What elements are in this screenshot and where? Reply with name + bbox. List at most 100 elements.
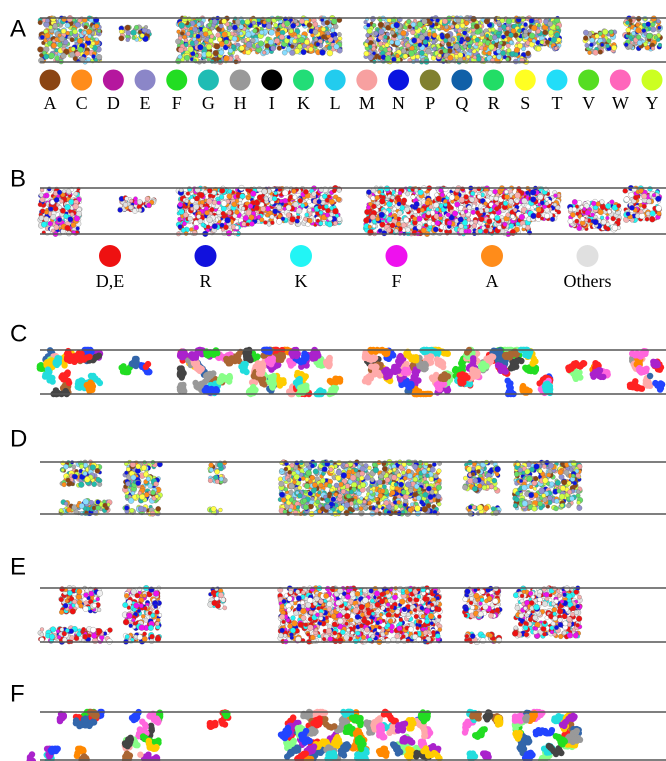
particle: [198, 44, 204, 50]
particle: [607, 210, 611, 214]
particle: [460, 211, 464, 215]
particle: [192, 27, 197, 32]
particle: [499, 41, 503, 45]
particle: [533, 205, 537, 209]
particle: [232, 36, 237, 41]
particle: [38, 202, 42, 206]
particle: [286, 213, 291, 218]
particle: [367, 28, 373, 34]
particle: [283, 207, 287, 211]
particle: [126, 38, 130, 42]
particle: [544, 213, 549, 218]
particle: [51, 229, 55, 233]
particle: [372, 47, 376, 51]
particle: [580, 217, 585, 222]
particle: [408, 50, 414, 56]
particle: [403, 54, 408, 59]
particle: [327, 195, 331, 199]
particle: [508, 199, 513, 204]
particle: [291, 23, 296, 28]
particle: [246, 223, 250, 227]
particle: [262, 51, 266, 55]
particle: [632, 31, 636, 35]
particle: [444, 25, 448, 29]
legend-swatch: [481, 245, 503, 267]
particle: [459, 197, 465, 203]
particle: [610, 200, 614, 204]
particle: [486, 225, 490, 229]
particle: [432, 33, 437, 38]
legend-label: I: [269, 93, 275, 113]
legend-label: F: [172, 93, 182, 113]
particle: [197, 215, 201, 219]
particle: [61, 373, 67, 379]
legend-swatch: [577, 245, 599, 267]
particle: [415, 55, 419, 59]
particle: [421, 29, 425, 33]
particle: [305, 213, 309, 217]
particle: [293, 195, 298, 200]
particle: [391, 196, 395, 200]
particle: [228, 48, 233, 53]
particle: [457, 29, 461, 33]
particle: [125, 25, 131, 31]
particle: [418, 190, 424, 196]
particle: [235, 210, 240, 215]
particle: [435, 22, 439, 26]
particle: [243, 215, 249, 221]
particle: [190, 198, 195, 203]
particle: [274, 38, 280, 44]
particle: [125, 197, 129, 201]
particle: [529, 33, 535, 39]
particle: [327, 46, 331, 50]
particle: [40, 35, 44, 39]
particle: [239, 46, 244, 51]
legend-label: F: [391, 271, 401, 291]
particle: [283, 198, 288, 203]
particle: [487, 51, 491, 55]
particle: [137, 199, 142, 204]
particle: [395, 54, 399, 58]
particle: [419, 50, 424, 55]
particle: [49, 53, 55, 59]
particle: [403, 217, 409, 223]
panel-label: A: [10, 15, 26, 42]
particle: [515, 199, 519, 203]
particle: [379, 18, 383, 22]
particle: [529, 18, 534, 23]
particle: [514, 47, 520, 53]
particle: [219, 24, 223, 28]
particle: [371, 196, 376, 201]
particle: [145, 196, 150, 201]
particle: [450, 206, 454, 210]
particle: [303, 217, 307, 221]
particle: [221, 211, 226, 216]
particle: [589, 43, 593, 47]
particle: [270, 221, 274, 225]
legend-label: K: [297, 93, 310, 113]
particle: [475, 29, 481, 35]
particle: [40, 197, 45, 202]
particle: [53, 387, 59, 393]
particle: [70, 37, 75, 42]
particle: [207, 58, 211, 62]
particle: [550, 217, 555, 222]
particle: [265, 213, 269, 217]
particle: [423, 40, 428, 45]
particle: [543, 30, 548, 35]
particle: [180, 32, 184, 36]
particle: [61, 362, 67, 368]
particle: [299, 37, 305, 43]
particle: [252, 21, 256, 25]
legend-swatch: [261, 70, 282, 91]
particle: [433, 202, 439, 208]
particle: [436, 196, 442, 202]
particle: [364, 51, 369, 56]
particle: [269, 30, 275, 36]
particle: [264, 197, 268, 201]
particle: [239, 32, 243, 36]
particle: [583, 30, 588, 35]
particle: [212, 200, 217, 205]
particle: [91, 41, 95, 45]
particle: [70, 212, 74, 216]
